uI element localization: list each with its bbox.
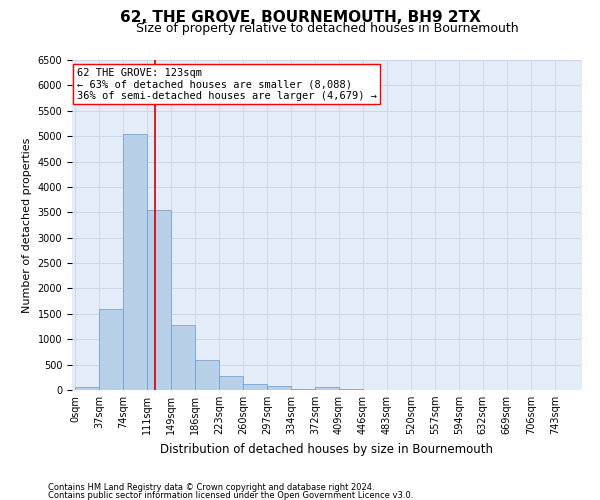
Text: 62, THE GROVE, BOURNEMOUTH, BH9 2TX: 62, THE GROVE, BOURNEMOUTH, BH9 2TX xyxy=(119,10,481,25)
Bar xyxy=(172,325,195,390)
Bar xyxy=(148,210,171,390)
Bar xyxy=(124,134,147,390)
Text: Contains public sector information licensed under the Open Government Licence v3: Contains public sector information licen… xyxy=(48,490,413,500)
Bar xyxy=(76,388,99,390)
Bar xyxy=(100,309,123,390)
Bar xyxy=(267,386,291,390)
Text: 62 THE GROVE: 123sqm
← 63% of detached houses are smaller (8,088)
36% of semi-de: 62 THE GROVE: 123sqm ← 63% of detached h… xyxy=(77,68,377,101)
Bar xyxy=(243,384,267,390)
Bar xyxy=(315,388,339,390)
Text: Contains HM Land Registry data © Crown copyright and database right 2024.: Contains HM Land Registry data © Crown c… xyxy=(48,484,374,492)
Bar xyxy=(219,376,243,390)
Y-axis label: Number of detached properties: Number of detached properties xyxy=(22,138,32,312)
X-axis label: Distribution of detached houses by size in Bournemouth: Distribution of detached houses by size … xyxy=(161,442,493,456)
Bar xyxy=(195,360,219,390)
Title: Size of property relative to detached houses in Bournemouth: Size of property relative to detached ho… xyxy=(136,22,518,35)
